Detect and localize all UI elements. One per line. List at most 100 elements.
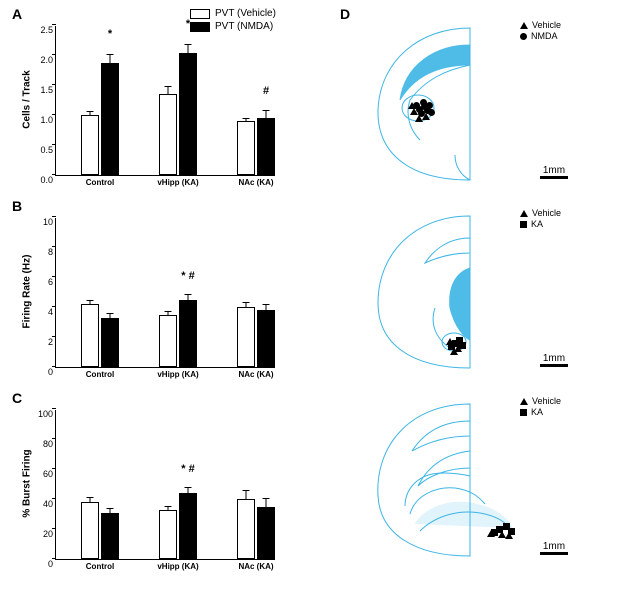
brain-legend-item: KA: [520, 407, 561, 417]
x-tick-label: NAc (KA): [238, 175, 273, 187]
legend-marker: [520, 22, 528, 29]
bar: [257, 118, 275, 175]
y-tick-label: 0.5: [40, 145, 56, 155]
legend-marker: [520, 210, 528, 217]
y-tick-label: 6: [48, 277, 56, 287]
y-tick-label: 1.0: [40, 115, 56, 125]
brain-legend: VehicleKA: [520, 208, 561, 230]
chart-a: 0.00.51.01.52.02.5ControlvHipp (KA)NAc (…: [55, 26, 275, 176]
bar: [159, 510, 177, 560]
y-tick-mark: [52, 216, 56, 217]
legend-label: NMDA: [531, 31, 558, 41]
error-bar: [168, 506, 169, 511]
y-tick-label: 2.5: [40, 25, 56, 35]
y-tick-label: 0: [48, 367, 56, 377]
error-bar: [266, 304, 267, 310]
chart-b: 0246810ControlvHipp (KA)NAc (KA)* #Firin…: [55, 218, 275, 368]
legend-label: Vehicle: [532, 20, 561, 30]
bar: [101, 318, 119, 368]
bar: [257, 310, 275, 367]
brain-legend-item: Vehicle: [520, 396, 561, 406]
significance-marker: * #: [181, 270, 194, 282]
x-tick-label: vHipp (KA): [157, 175, 198, 187]
significance-marker: #: [263, 85, 269, 97]
y-tick-label: 2.0: [40, 55, 56, 65]
panel-label-d: D: [340, 6, 350, 22]
legend-marker: [520, 33, 527, 40]
y-tick-mark: [52, 558, 56, 559]
error-bar: [168, 311, 169, 316]
y-tick-mark: [52, 174, 56, 175]
y-tick-label: 0.0: [40, 175, 56, 185]
y-tick-label: 4: [48, 307, 56, 317]
y-axis-label: % Burst Firing: [22, 409, 33, 559]
x-tick-label: NAc (KA): [238, 559, 273, 571]
brain-diagram: VehicleKA 1mm: [360, 396, 580, 561]
error-bar: [188, 294, 189, 299]
error-bar: [90, 111, 91, 116]
y-tick-mark: [52, 24, 56, 25]
y-tick-label: 80: [43, 439, 56, 449]
y-tick-label: 2: [48, 337, 56, 347]
legend-marker: [520, 398, 528, 405]
bar: [159, 315, 177, 368]
x-tick-label: Control: [86, 367, 114, 379]
y-tick-mark: [52, 408, 56, 409]
panel-label-c: C: [12, 390, 22, 406]
y-tick-mark: [52, 84, 56, 85]
x-tick-label: vHipp (KA): [157, 367, 198, 379]
y-tick-mark: [52, 54, 56, 55]
plot-area: 0246810ControlvHipp (KA)NAc (KA)* #: [55, 218, 275, 368]
x-tick-label: Control: [86, 559, 114, 571]
significance-marker: *: [108, 28, 112, 40]
scale-bar: 1mm: [540, 541, 568, 555]
y-tick-label: 40: [43, 499, 56, 509]
bar: [179, 300, 197, 368]
significance-marker: * #: [181, 463, 194, 475]
error-bar: [266, 498, 267, 507]
y-tick-mark: [52, 438, 56, 439]
y-tick-label: 20: [43, 529, 56, 539]
scale-line: [540, 176, 568, 179]
y-tick-label: 8: [48, 247, 56, 257]
brain-legend-item: Vehicle: [520, 20, 561, 30]
brain-legend-item: Vehicle: [520, 208, 561, 218]
y-tick-mark: [52, 306, 56, 307]
scale-label: 1mm: [540, 353, 568, 364]
marker-circle: [426, 102, 433, 109]
figure: A B C D PVT (Vehicle) PVT (NMDA) 0.00.51…: [0, 0, 640, 599]
brain-diagram: VehicleNMDA 1mm: [360, 20, 580, 185]
chart-c: 020406080100ControlvHipp (KA)NAc (KA)* #…: [55, 410, 275, 560]
error-bar: [90, 497, 91, 503]
marker-triangle: [505, 532, 513, 539]
legend-label: KA: [531, 219, 543, 229]
error-bar: [188, 487, 189, 493]
brain-legend: VehicleNMDA: [520, 20, 561, 42]
error-bar: [246, 490, 247, 501]
scale-label: 1mm: [540, 165, 568, 176]
panel-label-b: B: [12, 198, 22, 214]
bar: [237, 307, 255, 367]
brain-diagram: VehicleKA 1mm: [360, 208, 580, 373]
bar: [101, 513, 119, 560]
x-tick-label: Control: [86, 175, 114, 187]
legend-label: KA: [531, 407, 543, 417]
marker-triangle: [408, 102, 416, 109]
y-tick-mark: [52, 528, 56, 529]
legend-label: PVT (Vehicle): [215, 8, 276, 19]
y-axis-label: Cells / Track: [22, 25, 33, 175]
y-tick-mark: [52, 144, 56, 145]
bar: [237, 499, 255, 559]
y-tick-mark: [52, 114, 56, 115]
y-tick-label: 1.5: [40, 85, 56, 95]
panel-label-a: A: [12, 6, 22, 22]
error-bar: [246, 118, 247, 122]
y-tick-label: 60: [43, 469, 56, 479]
bar: [81, 502, 99, 559]
bar: [179, 53, 197, 175]
error-bar: [110, 313, 111, 318]
y-tick-mark: [52, 366, 56, 367]
plot-area: 020406080100ControlvHipp (KA)NAc (KA)* #: [55, 410, 275, 560]
legend-swatch-open: [190, 9, 210, 19]
error-bar: [246, 302, 247, 308]
